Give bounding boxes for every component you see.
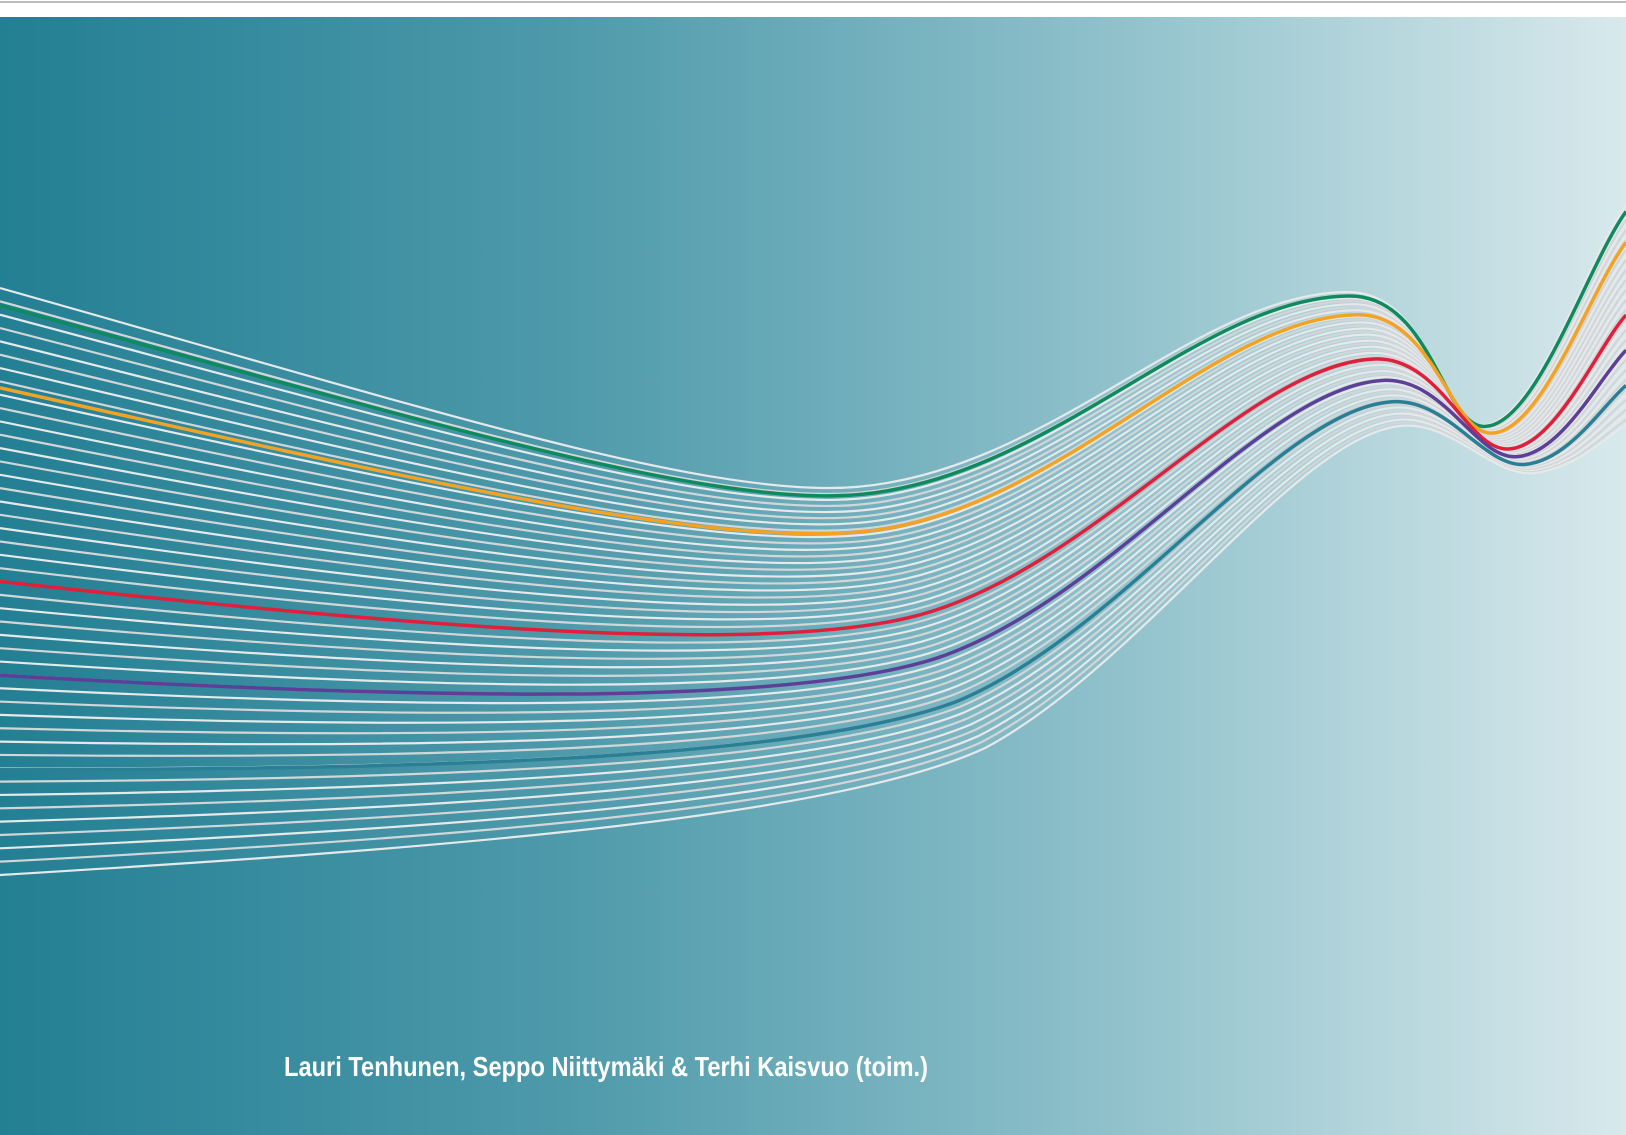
wave-line — [0, 394, 1626, 797]
wave-line — [0, 219, 1626, 508]
wave-line — [0, 204, 1626, 490]
wave-line — [0, 224, 1626, 514]
wave-line — [0, 279, 1626, 585]
wave-line — [0, 284, 1626, 592]
wave-line — [0, 299, 1626, 614]
wave-line — [0, 369, 1626, 735]
wave-line — [0, 424, 1626, 877]
wave-line — [0, 334, 1626, 669]
wave-line — [0, 249, 1626, 545]
wave-line — [0, 414, 1626, 850]
wave-line — [0, 419, 1626, 863]
wave-line — [0, 274, 1626, 578]
wave-line — [0, 409, 1626, 837]
wave-line — [0, 324, 1626, 652]
wave-line — [0, 399, 1626, 810]
authors: Lauri Tenhunen, Seppo Niittymäki & Terhi… — [284, 1051, 928, 1082]
wave-line — [0, 234, 1626, 526]
wave-line — [0, 254, 1626, 551]
accent-line — [0, 384, 1626, 772]
wave-line — [0, 374, 1626, 746]
wave-line — [0, 359, 1626, 714]
wave-line — [0, 229, 1626, 520]
wave-line — [0, 269, 1626, 571]
accent-line — [0, 241, 1626, 536]
wave-line — [0, 404, 1626, 823]
accent-line — [0, 313, 1626, 637]
wave-line — [0, 339, 1626, 677]
wave-line — [0, 304, 1626, 621]
wave-line — [0, 329, 1626, 660]
wave-line — [0, 264, 1626, 565]
accent-line — [0, 348, 1626, 696]
wave-line — [0, 294, 1626, 606]
wave-line — [0, 289, 1626, 599]
wave-line — [0, 259, 1626, 558]
accent-line — [0, 210, 1626, 498]
wave-line — [0, 364, 1626, 724]
wave-lines — [0, 204, 1626, 877]
